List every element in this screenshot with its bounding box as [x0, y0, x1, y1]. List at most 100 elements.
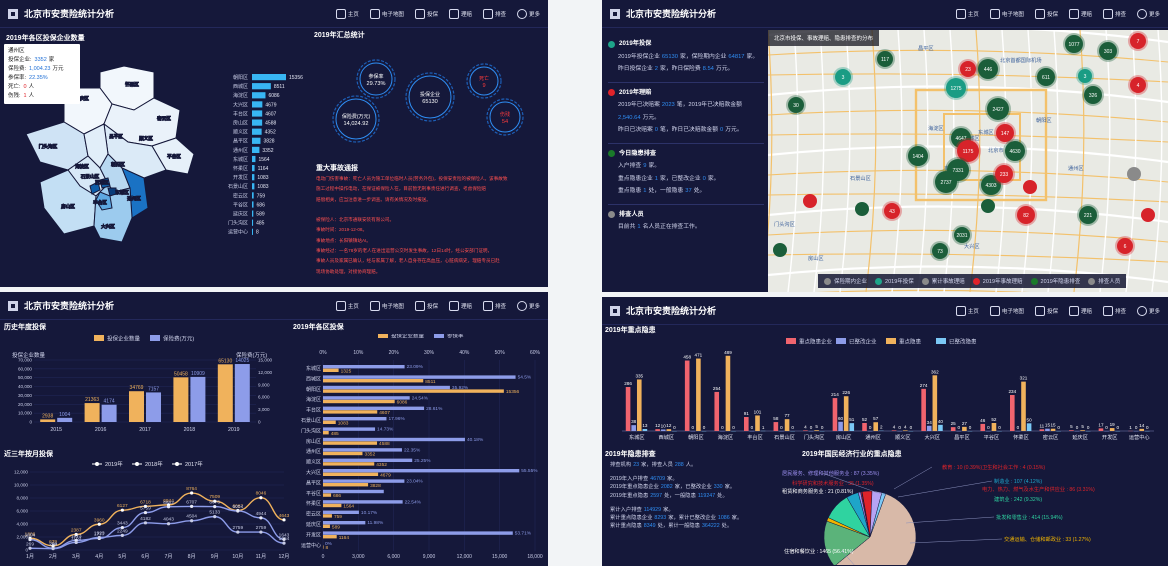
data-label: 57 [873, 416, 879, 421]
cluster-marker[interactable] [987, 98, 1009, 120]
legend-item[interactable]: 2019年事故理赔 [972, 277, 1023, 285]
nav-shield[interactable]: 投保 [1034, 305, 1058, 316]
line-point [190, 491, 194, 495]
data-label: 1806 [25, 531, 36, 537]
nav-shield[interactable]: 投保 [414, 300, 438, 311]
cluster-count: 221 [1084, 213, 1093, 219]
tooltip-row: 参保率: 22.35% [8, 75, 48, 81]
cluster-marker[interactable] [788, 97, 804, 113]
cluster-marker[interactable] [1017, 206, 1035, 224]
nav-home[interactable]: 主页 [955, 305, 979, 316]
road [1073, 30, 1085, 292]
pie-leader [893, 466, 933, 490]
district-area[interactable] [99, 177, 111, 189]
nav-map[interactable]: 电子地图 [369, 8, 404, 19]
y-tick: 顺义区 [306, 460, 321, 466]
nav-more[interactable]: 更多 [1136, 8, 1160, 19]
cluster-marker[interactable] [1079, 206, 1097, 224]
district-area[interactable] [89, 181, 101, 195]
cluster-marker[interactable] [1130, 77, 1146, 93]
district-label: 顺义区 [139, 136, 153, 142]
district-area[interactable] [95, 191, 113, 211]
cluster-marker[interactable] [935, 171, 957, 193]
cluster-marker[interactable] [1065, 35, 1083, 53]
point-marker[interactable] [803, 194, 817, 208]
data-label: 15 [1050, 423, 1056, 428]
legend-item[interactable]: 排查人员 [1088, 277, 1120, 285]
point-marker[interactable] [1141, 208, 1155, 222]
point-marker[interactable] [1023, 180, 1037, 194]
cluster-marker[interactable] [1117, 238, 1133, 254]
nav-home[interactable]: 主页 [335, 300, 359, 311]
nav-map[interactable]: 电子地图 [989, 305, 1024, 316]
nav-inspect[interactable]: 排查 [482, 300, 506, 311]
point-marker[interactable] [981, 199, 995, 213]
bubble [359, 62, 393, 96]
section-title: 2019年投保 [608, 38, 764, 51]
district-area[interactable] [107, 187, 117, 197]
legend-item[interactable]: 2019年投保 [875, 277, 914, 285]
nav-inspect[interactable]: 排查 [482, 8, 506, 19]
district-area[interactable] [39, 169, 97, 235]
cluster-marker[interactable] [978, 59, 998, 79]
legend-label: 保险费(万元) [163, 335, 194, 343]
cluster-marker[interactable] [1005, 141, 1025, 161]
nav-inspect[interactable]: 排查 [1102, 305, 1126, 316]
nav-home[interactable]: 主页 [335, 8, 359, 19]
nav-compensation[interactable]: 理赔 [448, 8, 472, 19]
cluster-marker[interactable] [932, 243, 948, 259]
point-marker[interactable] [855, 202, 869, 216]
y-tick: 石景山区 [301, 417, 321, 424]
bar [725, 355, 731, 431]
cluster-marker[interactable] [908, 146, 928, 166]
nav-more[interactable]: 更多 [1136, 305, 1160, 316]
legend-item[interactable]: 累计事故理赔 [921, 277, 965, 285]
nav-label: 投保 [1046, 308, 1058, 315]
monthly-title: 近三年按月投保 [4, 451, 53, 458]
data-label: 0 [1057, 425, 1060, 430]
nav-more[interactable]: 更多 [516, 300, 540, 311]
nav-home[interactable]: 主页 [955, 8, 979, 19]
nav-compensation[interactable]: 理赔 [1068, 8, 1092, 19]
ring-road [914, 88, 1048, 202]
point-marker[interactable] [1127, 167, 1141, 181]
nav-shield[interactable]: 投保 [414, 8, 438, 19]
y-tick: 0 [25, 548, 28, 553]
cluster-marker[interactable] [996, 124, 1014, 142]
legend-item[interactable]: 保险期内企业 [824, 277, 867, 285]
nav-compensation[interactable]: 理赔 [448, 300, 472, 311]
bar-value: 759 [257, 193, 266, 199]
point-marker[interactable] [773, 243, 787, 257]
cluster-marker[interactable] [981, 175, 1001, 195]
cluster-marker[interactable] [995, 165, 1013, 183]
nav-compensation[interactable]: 理赔 [1068, 305, 1092, 316]
cluster-marker[interactable] [1037, 68, 1055, 86]
nav-more[interactable]: 更多 [516, 8, 540, 19]
nav-inspect[interactable]: 排查 [1102, 8, 1126, 19]
cluster-marker[interactable] [884, 203, 900, 219]
cluster-marker[interactable] [957, 140, 979, 162]
data-label: 471 [695, 353, 703, 358]
data-label: 335 [635, 373, 643, 378]
bar [252, 219, 254, 226]
cluster-marker[interactable] [946, 78, 966, 98]
nav-map[interactable]: 电子地图 [369, 300, 404, 311]
district-area[interactable] [121, 167, 149, 219]
cluster-marker[interactable] [877, 51, 893, 67]
cluster-marker[interactable] [1084, 86, 1102, 104]
cluster-map[interactable]: 海淀区朝阳区东城区西城区北京市大兴区丰台区石景山区门头沟区通州区北京首都国际机场… [768, 30, 1168, 292]
nav-label: 更多 [528, 11, 540, 18]
cluster-marker[interactable] [1130, 33, 1146, 49]
cluster-marker[interactable] [1078, 69, 1092, 83]
legend-item[interactable]: 2019年隐患排查 [1030, 277, 1080, 285]
nav-map[interactable]: 电子地图 [989, 8, 1024, 19]
data-label: 2 [880, 425, 883, 430]
nav-shield[interactable]: 投保 [1034, 8, 1058, 19]
count-bar [323, 472, 379, 476]
cluster-marker[interactable] [1099, 42, 1117, 60]
cluster-marker[interactable] [835, 69, 851, 85]
panel-hazards: 北京市安责险统计分析 主页 电子地图 投保 理赔 排查 更多 2019年重点隐患 重点隐患… [602, 297, 1168, 566]
cluster-marker[interactable] [960, 61, 976, 77]
cluster-marker[interactable] [954, 227, 970, 243]
